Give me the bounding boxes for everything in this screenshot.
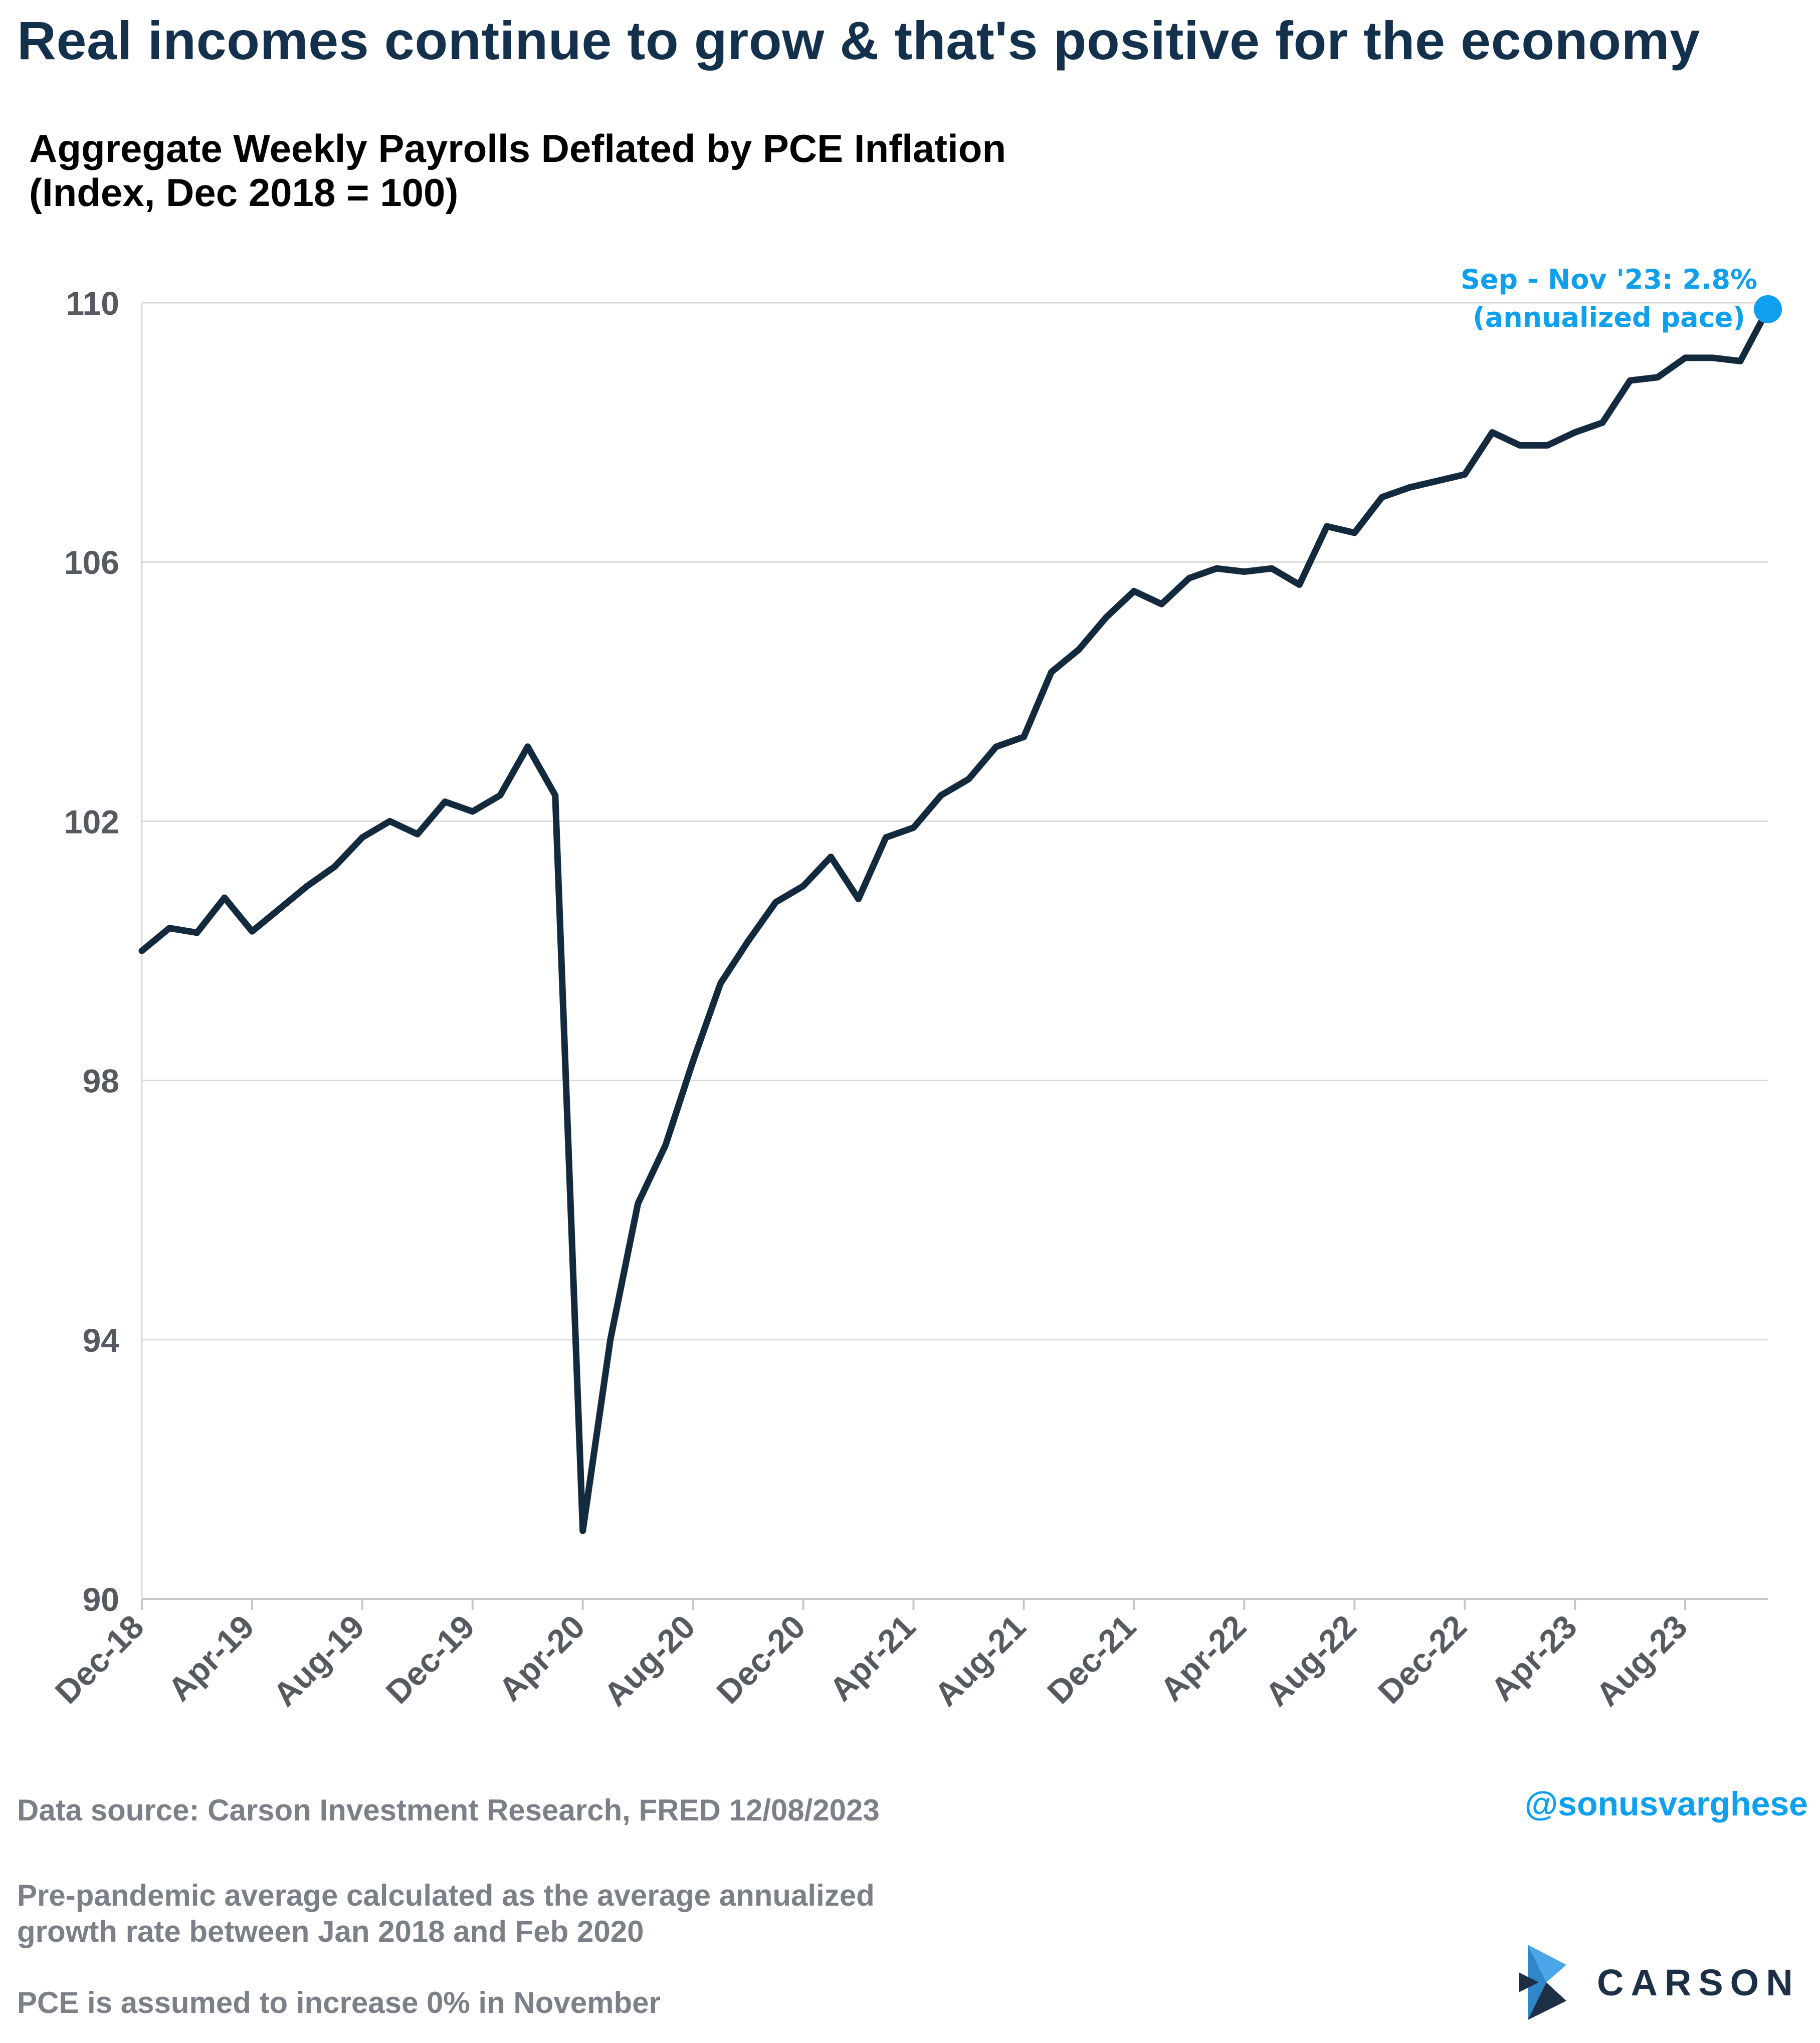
y-tick-label: 106	[64, 544, 119, 581]
gridlines	[142, 302, 1768, 1341]
x-tick-label: Apr-22	[1153, 1608, 1253, 1708]
x-tick-label: Aug-21	[927, 1608, 1033, 1713]
x-tick-label: Dec-21	[1040, 1608, 1143, 1711]
x-tick-label: Aug-20	[596, 1608, 702, 1713]
series-line	[138, 306, 1771, 1534]
x-axis: Dec-18 Apr-19 Aug-19 Dec-19 Apr-20 Aug-20 Dec-…	[48, 1598, 1768, 1713]
x-tick-label: Dec-18	[48, 1608, 151, 1711]
x-tick-label: Dec-20	[709, 1608, 812, 1711]
methodology-note: Pre-pandemic average calculated as the a…	[17, 1878, 875, 1950]
data-source: Data source: Carson Investment Research,…	[17, 1792, 880, 1828]
y-tick-label: 102	[64, 803, 119, 840]
annotation: Sep - Nov '23: 2.8% (annualized pace)	[1461, 264, 1757, 333]
line-chart: 90 94 98 102 106 110 Dec-18 Apr-19 Aug-19 Dec-19…	[48, 264, 1782, 1713]
x-tick-label: Aug-19	[266, 1608, 371, 1713]
headline: Real incomes continue to grow & that's p…	[17, 10, 1700, 71]
carson-logo-word: CARSON	[1597, 1961, 1800, 2003]
pce-note: PCE is assumed to increase 0% in Novembe…	[17, 1985, 661, 2021]
data-source-text: Data source: Carson Investment Research,…	[17, 1793, 880, 1827]
x-tick-label: Dec-22	[1371, 1608, 1474, 1711]
carson-logo: CARSON	[1519, 1945, 1800, 2020]
chart-title-line2: (Index, Dec 2018 = 100)	[29, 170, 459, 215]
x-tick-label: Aug-22	[1258, 1608, 1363, 1713]
last-point-marker	[1754, 295, 1782, 323]
chart-title: Aggregate Weekly Payrolls Deflated by PC…	[29, 126, 1006, 215]
y-tick-label: 110	[66, 285, 119, 322]
twitter-handle: @sonusvarghese	[1524, 1785, 1808, 1823]
methodology-note-line1: Pre-pandemic average calculated as the a…	[17, 1879, 875, 1912]
carson-logo-icon	[1519, 1945, 1566, 2020]
chart-title-line1: Aggregate Weekly Payrolls Deflated by PC…	[29, 126, 1006, 170]
y-tick-label: 98	[83, 1063, 119, 1100]
x-tick-label: Dec-19	[378, 1608, 481, 1711]
x-tick-label: Apr-23	[1484, 1608, 1584, 1708]
annotation-line2: (annualized pace)	[1473, 302, 1745, 333]
x-tick-label: Apr-20	[491, 1608, 591, 1708]
x-tick-label: Apr-19	[161, 1608, 261, 1708]
pce-note-text: PCE is assumed to increase 0% in Novembe…	[17, 1986, 661, 2019]
annotation-line1: Sep - Nov '23: 2.8%	[1461, 264, 1757, 295]
x-tick-label: Aug-23	[1588, 1608, 1694, 1713]
x-tick-label: Apr-21	[822, 1608, 922, 1708]
y-tick-label: 94	[83, 1322, 120, 1359]
y-tick-label: 90	[83, 1581, 119, 1618]
y-axis: 90 94 98 102 106 110	[64, 285, 143, 1618]
series-layer	[138, 295, 1782, 1534]
methodology-note-line2: growth rate between Jan 2018 and Feb 202…	[17, 1915, 644, 1948]
